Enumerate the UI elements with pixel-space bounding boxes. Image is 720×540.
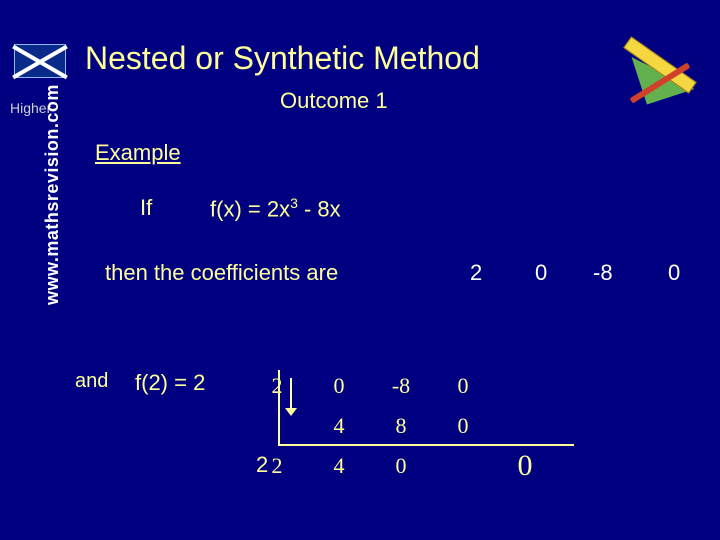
scotland-flag-icon [14,44,66,78]
arrow-line [290,378,292,412]
f2-label: f(2) = 2 [135,370,205,396]
table-row: 2 0 -8 0 [247,367,555,405]
cell: 0 [309,367,369,405]
arrow-down-icon [285,408,297,416]
cell: 0 [433,367,493,405]
division-vline [278,370,280,445]
coeff-value: 0 [668,260,680,286]
fx-prefix: f(x) = 2x [210,196,290,221]
and-label: and [75,370,108,393]
if-label: If [140,195,152,221]
page-title: Nested or Synthetic Method [85,40,630,77]
cell: -8 [371,367,431,405]
cell: 0 [371,447,431,485]
fx-expression: f(x) = 2x3 - 8x [210,195,341,222]
f2-text: f(2) = [135,370,193,395]
cell: 8 [371,407,431,445]
cell: 4 [309,447,369,485]
example-heading: Example [95,140,181,166]
table-row: 2 4 0 0 [247,447,555,485]
cell: 2 [247,367,307,405]
subtitle: Outcome 1 [280,88,388,114]
divisor-outer: 2 [193,370,205,395]
cell [247,407,307,445]
fx-suffix: - 8x [298,196,341,221]
website-label: www.mathsrevision.com [42,84,63,305]
fx-power: 3 [290,195,298,211]
divisor-bottom: 2 [256,452,268,478]
coeff-value: -8 [593,260,613,286]
result-cell: 0 [495,447,555,485]
cell: 0 [433,407,493,445]
division-hline [278,444,574,446]
coeff-value: 0 [535,260,547,286]
coefficients-label: then the coefficients are [105,260,338,286]
cell: 4 [309,407,369,445]
coeff-value: 2 [470,260,482,286]
